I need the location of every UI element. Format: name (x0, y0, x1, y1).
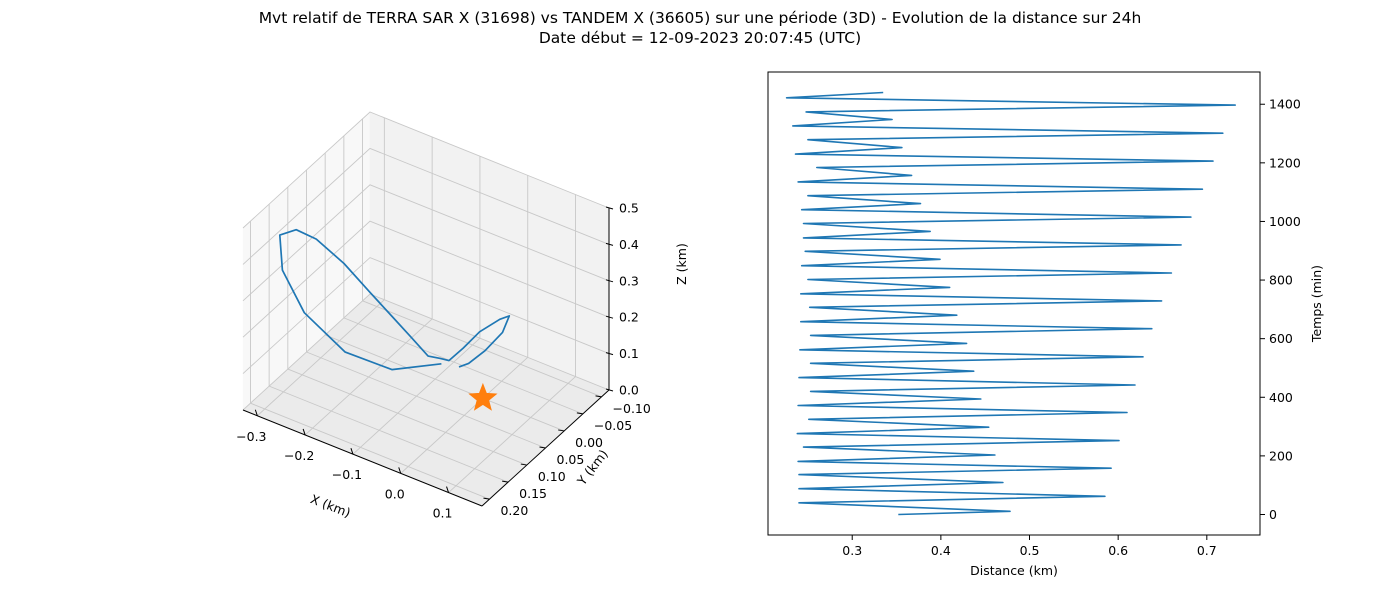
y-tick-mark (539, 446, 546, 449)
y-tick-mark (558, 429, 565, 432)
figure-title-line2: Date début = 12-09-2023 20:07:45 (UTC) (538, 29, 862, 47)
y-tick-mark (576, 412, 583, 415)
y-tick-label: −0.05 (594, 418, 632, 433)
x-tick-label: −0.3 (236, 429, 266, 444)
distance-series-line (785, 91, 1236, 516)
trajectory-3d-plot: −0.3−0.2−0.10.00.1−0.10−0.050.000.050.10… (236, 111, 689, 521)
x-tick-label: −0.2 (284, 448, 314, 463)
y-tick-label: 200 (1269, 448, 1293, 463)
x-tick-mark (398, 467, 402, 474)
x-tick-mark (350, 448, 354, 455)
z-gridline (242, 184, 610, 302)
z-tick-label: 0.4 (619, 237, 639, 252)
x-tick-label: 0.3 (842, 543, 862, 558)
z-gridline (242, 147, 610, 265)
y-axis-label: Temps (min) (1309, 265, 1324, 343)
z-tick-mark (605, 388, 614, 392)
y-tick-mark (520, 463, 527, 466)
y-tick-mark (595, 395, 602, 398)
x-tick-label: 0.6 (1108, 543, 1128, 558)
x-tick-label: 0.4 (931, 543, 951, 558)
z-gridline (242, 220, 610, 338)
z-tick-label: 0.2 (619, 310, 639, 325)
origin-star-marker (468, 382, 498, 411)
y-tick-label: 800 (1269, 273, 1293, 288)
y-tick-label: 400 (1269, 390, 1293, 405)
x-tick-mark (254, 409, 258, 416)
x-tick-mark (446, 486, 450, 493)
y-tick-label: 1400 (1269, 97, 1301, 112)
figure-title-line1: Mvt relatif de TERRA SAR X (31698) vs TA… (258, 9, 1142, 27)
x-tick-label: 0.7 (1197, 543, 1217, 558)
y-tick-label: 1200 (1269, 155, 1301, 170)
x-tick-mark (302, 428, 306, 436)
y-tick-label: 1000 (1269, 214, 1301, 229)
x-tick-label: −0.1 (332, 467, 362, 482)
z-gridline (242, 111, 610, 229)
plot-frame (767, 71, 1261, 536)
x-axis-line (242, 409, 483, 507)
y-tick-label: 0.00 (575, 435, 603, 450)
z-tick-label: 0.1 (619, 346, 639, 361)
y-tick-label: 0.15 (519, 486, 547, 501)
y-tick-mark (483, 497, 490, 500)
z-gridline (242, 257, 610, 374)
trajectory-line (278, 228, 511, 371)
z-tick-label: 0.3 (619, 273, 639, 288)
y-tick-label: 0.05 (557, 452, 585, 467)
z-tick-mark (605, 352, 614, 356)
y-tick-label: −0.10 (613, 401, 651, 416)
y-tick-mark (502, 480, 509, 483)
y-tick-label: 0.20 (500, 503, 528, 518)
y-tick-label: 600 (1269, 331, 1293, 346)
z-tick-mark (605, 206, 614, 210)
x-tick-label: 0.0 (385, 486, 405, 501)
z-tick-label: 0.0 (619, 383, 639, 398)
z-tick-mark (605, 279, 614, 283)
z-axis-label: Z (km) (674, 243, 689, 285)
x-axis-label: X (km) (308, 491, 352, 520)
x-tick-label: 0.1 (433, 506, 453, 521)
z-gridline (242, 293, 610, 411)
y-tick-label: 0.10 (538, 469, 566, 484)
y-tick-label: 0 (1269, 507, 1277, 522)
z-tick-mark (605, 242, 614, 246)
x-tick-label: 0.5 (1020, 543, 1040, 558)
x-axis-label: Distance (km) (970, 563, 1058, 578)
z-tick-label: 0.5 (619, 201, 639, 216)
distance-time-plot: 0.3 0.4 0.5 0.6 0.7 0 200 400 600 800 1000 1200 1400… (767, 71, 1324, 578)
z-tick-mark (605, 315, 614, 319)
